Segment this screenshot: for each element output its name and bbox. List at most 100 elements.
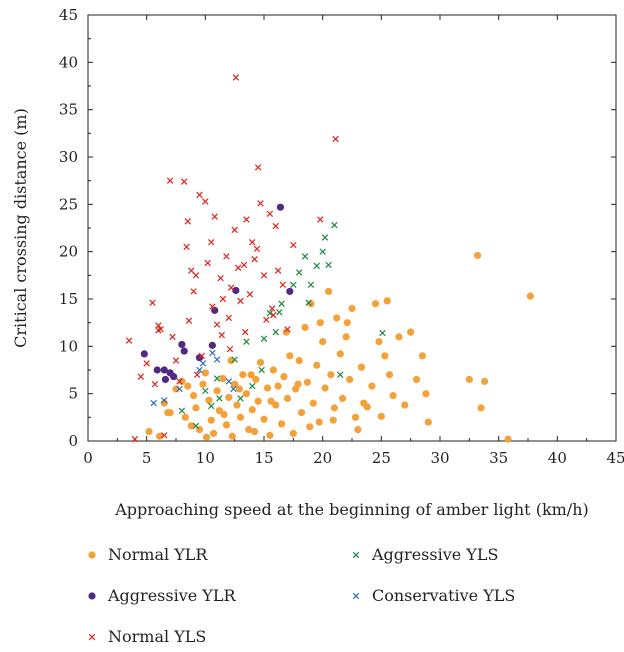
data-point (290, 281, 297, 289)
data-point (330, 404, 338, 412)
data-point (207, 416, 215, 424)
data-point (286, 287, 294, 296)
data-point (325, 261, 332, 269)
data-point (219, 374, 227, 383)
x-stroke (216, 395, 223, 402)
data-point (305, 299, 312, 307)
data-point (260, 335, 268, 342)
x-stroke (243, 338, 250, 345)
data-point (131, 435, 139, 443)
data-point (251, 256, 258, 263)
data-point (313, 361, 321, 369)
x-stroke (332, 135, 339, 143)
data-point (228, 432, 236, 440)
x-stroke (202, 387, 209, 395)
y-tick-label: 35 (59, 101, 78, 119)
x-stroke (251, 256, 258, 263)
data-point (170, 373, 178, 381)
data-point (204, 259, 211, 267)
x-stroke (155, 327, 162, 334)
data-point (249, 238, 256, 246)
data-point (183, 243, 190, 251)
x-stroke (272, 328, 279, 336)
x-stroke (219, 295, 227, 303)
x-stroke (192, 272, 200, 279)
x-stroke (198, 352, 206, 360)
x-stroke (169, 333, 176, 341)
data-point (207, 402, 215, 410)
x-stroke (193, 371, 201, 378)
legend-marker (352, 551, 360, 559)
x-stroke (155, 322, 162, 329)
data-point (278, 300, 285, 307)
legend-item: Aggressive YLR (88, 586, 236, 605)
data-point (269, 366, 277, 374)
data-point (155, 432, 164, 440)
x-stroke (199, 360, 207, 367)
data-point (346, 375, 354, 384)
data-point (188, 267, 195, 274)
data-point (184, 382, 192, 390)
data-point (231, 380, 239, 388)
data-point (211, 213, 218, 220)
data-point (360, 399, 368, 407)
x-stroke (325, 261, 332, 269)
data-point (202, 387, 209, 395)
data-point (295, 356, 303, 365)
x-stroke (125, 337, 133, 344)
data-point (357, 363, 365, 371)
legend-label: Normal YLS (108, 627, 206, 646)
data-point (337, 371, 344, 378)
x-stroke (272, 222, 279, 230)
data-point (166, 177, 174, 184)
data-point (223, 253, 230, 260)
x-stroke (274, 267, 282, 274)
legend-marker (88, 633, 96, 641)
x-stroke (217, 274, 224, 282)
data-point (412, 375, 421, 384)
data-point (213, 321, 221, 328)
x-stroke (352, 592, 360, 600)
x-stroke (231, 226, 238, 234)
x-stroke (225, 378, 233, 385)
data-point (407, 328, 415, 336)
x-axis-title: Approaching speed at the beginning of am… (114, 500, 589, 519)
data-point (260, 415, 268, 423)
data-point (213, 387, 221, 395)
data-point (187, 422, 195, 430)
x-stroke (240, 261, 248, 269)
x-stroke (184, 218, 191, 225)
data-point (226, 345, 234, 353)
x-stroke (284, 326, 291, 333)
x-stroke (143, 360, 150, 367)
data-point (172, 385, 180, 393)
x-stroke (331, 221, 338, 229)
x-stroke (131, 435, 139, 443)
y-tick-label: 5 (68, 385, 78, 403)
data-point (201, 369, 209, 377)
y-tick-label: 25 (59, 195, 78, 213)
y-tick-label: 30 (59, 148, 78, 166)
y-tick-label: 10 (59, 337, 78, 355)
data-point (389, 391, 397, 400)
x-stroke (307, 281, 315, 289)
x-stroke (266, 309, 274, 317)
data-point (150, 399, 157, 407)
x-stroke (242, 328, 249, 336)
data-point (319, 338, 327, 346)
data-point (319, 248, 326, 255)
data-point (205, 396, 213, 404)
data-point (254, 164, 262, 171)
x-stroke (260, 335, 268, 342)
x-stroke (196, 191, 203, 199)
data-point (217, 274, 224, 282)
data-point (251, 427, 259, 436)
data-point (190, 391, 198, 400)
data-point (301, 253, 309, 260)
data-point (232, 74, 240, 81)
data-point (343, 319, 351, 327)
data-point (192, 404, 200, 412)
data-point (184, 218, 191, 225)
data-point (332, 135, 339, 143)
data-point (303, 378, 312, 386)
